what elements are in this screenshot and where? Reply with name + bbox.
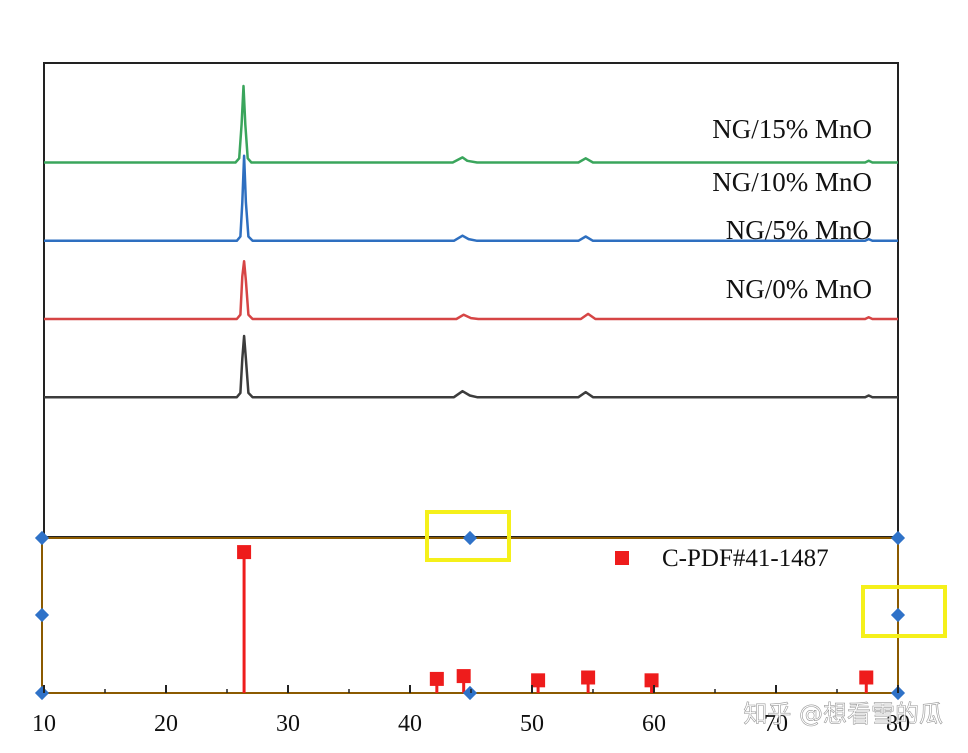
series-label-ng5: NG/5% MnO	[726, 215, 872, 245]
selection-box-right-middle	[861, 585, 947, 638]
resize-handle-middle-left[interactable]	[34, 607, 50, 623]
series-line-3	[44, 334, 898, 399]
series-line-1	[44, 154, 898, 243]
reference-marker-3	[531, 673, 546, 688]
reference-marker-5	[644, 673, 659, 688]
resize-handle-bottom-left[interactable]	[34, 685, 50, 701]
series-label-ng10: NG/10% MnO	[712, 167, 872, 197]
legend-marker	[615, 551, 629, 565]
series-labels: NG/15% MnO NG/10% MnO NG/5% MnO NG/0% Mn…	[712, 114, 872, 304]
x-tick-label-50: 50	[520, 711, 544, 737]
watermark: 知乎 @想看雪的瓜	[743, 700, 943, 728]
reference-sticks	[237, 545, 874, 693]
x-tick-label-70: 70	[764, 711, 788, 737]
x-tick-label-30: 30	[276, 711, 300, 737]
series-layer	[44, 84, 898, 399]
x-tick-label-80: 80	[886, 711, 910, 737]
series-label-ng15: NG/15% MnO	[712, 114, 872, 144]
x-tick-label-20: 20	[154, 711, 178, 737]
series-line-0	[44, 84, 898, 164]
resize-handle-top-right[interactable]	[890, 530, 906, 546]
resize-handle-bottom-center[interactable]	[462, 685, 478, 701]
series-label-ng0: NG/0% MnO	[726, 274, 872, 304]
resize-handle-middle-right[interactable]	[890, 607, 906, 623]
resize-handle-top-left[interactable]	[34, 530, 50, 546]
x-tick-label-40: 40	[398, 711, 422, 737]
resize-handle-top-center[interactable]	[462, 530, 478, 546]
reference-marker-4	[581, 670, 596, 685]
x-tick-label-60: 60	[642, 711, 666, 737]
reference-marker-6	[859, 670, 874, 685]
reference-marker-2	[456, 669, 471, 684]
x-axis: 10 20 30 40 50 60 70 80	[32, 685, 910, 737]
reference-marker-0	[237, 545, 252, 560]
series-line-2	[44, 259, 898, 321]
resize-handles[interactable]	[34, 530, 906, 701]
selection-box-top-center	[425, 510, 511, 562]
legend: C-PDF#41-1487	[615, 545, 829, 572]
reference-marker-1	[429, 671, 444, 686]
legend-label: C-PDF#41-1487	[662, 545, 829, 572]
x-tick-label-10: 10	[32, 711, 56, 737]
